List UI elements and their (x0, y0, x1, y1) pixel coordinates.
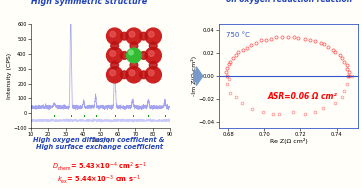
Text: High oxygen diffusion coefficient &
High surface exchange coefficient: High oxygen diffusion coefficient & High… (33, 137, 165, 150)
Text: High symmetric structure: High symmetric structure (31, 0, 147, 6)
Text: $k_{\rm ex}$= 5.44×10$^{-3}$ cm s$^{-1}$: $k_{\rm ex}$= 5.44×10$^{-3}$ cm s$^{-1}$ (58, 174, 141, 186)
X-axis label: Re Z(Ω cm²): Re Z(Ω cm²) (270, 138, 308, 144)
Text: 750 °C: 750 °C (226, 32, 250, 38)
Text: High electrocatalytic activity
on oxygen reduction reaction: High electrocatalytic activity on oxygen… (226, 0, 352, 4)
Text: ASR=0.06 Ω cm²: ASR=0.06 Ω cm² (268, 92, 338, 101)
Text: $D_{\rm chem}$= 5.43×10$^{-4}$ cm$^2$ s$^{-1}$: $D_{\rm chem}$= 5.43×10$^{-4}$ cm$^2$ s$… (51, 161, 147, 173)
Y-axis label: Intensity (CPS): Intensity (CPS) (7, 53, 12, 99)
Y-axis label: -Im Z(Ω cm²): -Im Z(Ω cm²) (191, 56, 197, 96)
X-axis label: 2θ (°): 2θ (°) (92, 138, 109, 143)
